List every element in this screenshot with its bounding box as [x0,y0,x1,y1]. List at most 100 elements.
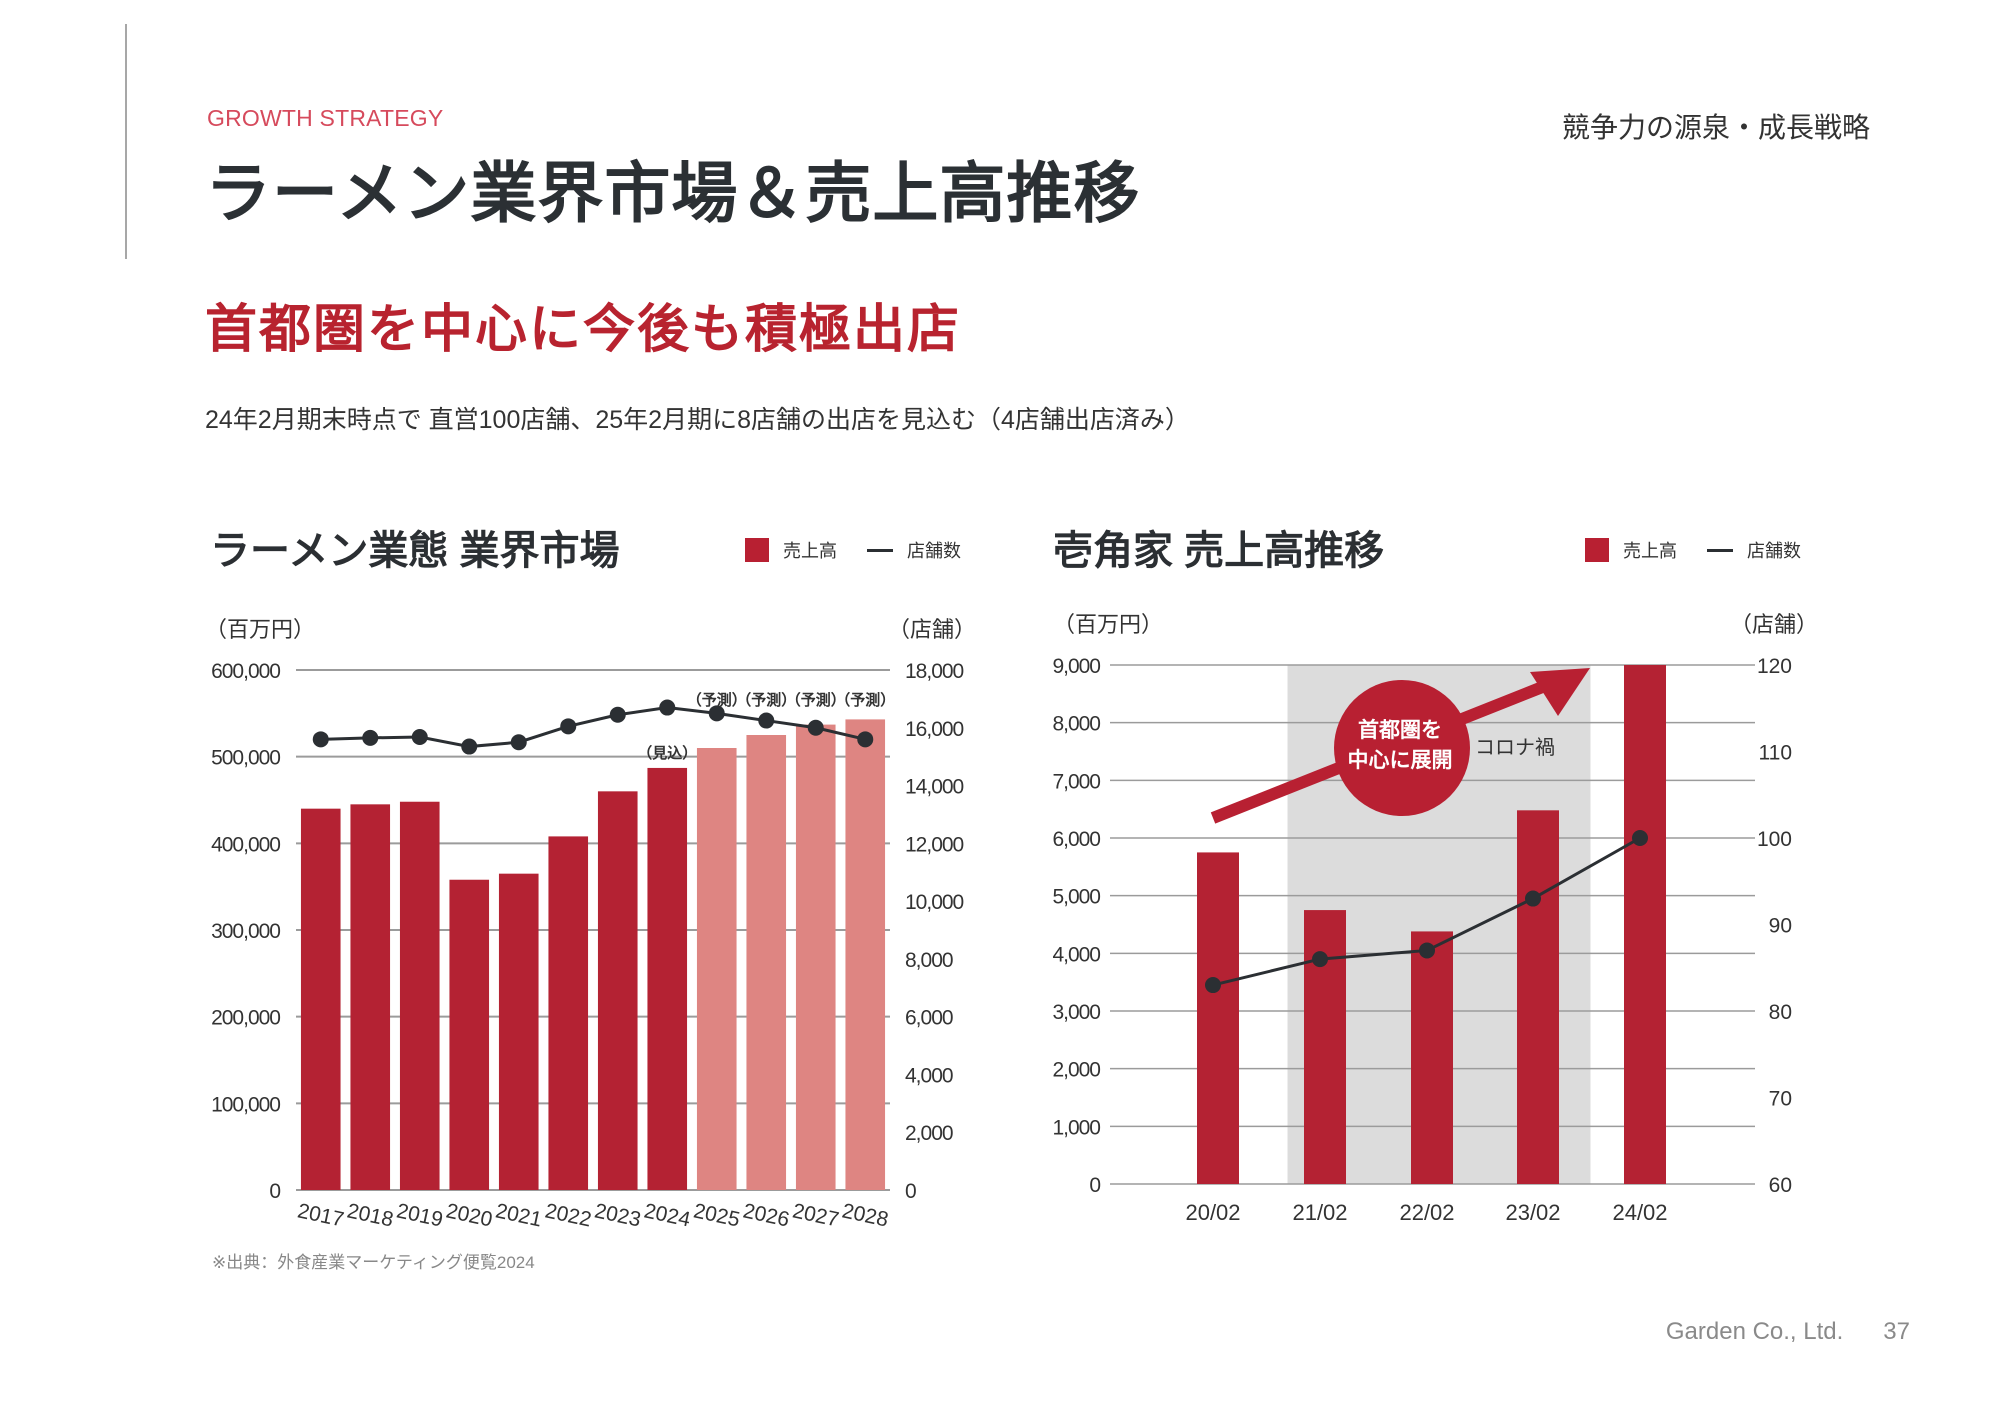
bar-2021 [498,873,539,1190]
store-count-point-2022 [560,718,577,735]
bar-annotation: （予測） [687,691,747,709]
right-axis-tick: 100 [1757,828,1792,851]
right-axis-tick: 110 [1759,742,1792,765]
x-axis-tick: 24/02 [1612,1200,1667,1225]
left-axis-tick: 5,000 [1052,886,1100,909]
store-count-point-2020 [461,738,478,755]
left-axis-tick: 2,000 [1052,1059,1100,1082]
bar-24/02 [1624,665,1666,1184]
store-count-point-2021 [510,734,527,751]
right-axis-tick: 70 [1769,1088,1792,1111]
right-axis-tick: 80 [1769,1001,1792,1024]
store-count-point-2028 [857,731,874,748]
store-count-point-23/02 [1525,890,1541,907]
right-axis-tick: 120 [1757,655,1792,678]
bar-23/02 [1517,810,1559,1184]
x-axis-tick: 2017 [295,1199,345,1231]
sales-left-unit: （百万円） [1053,612,1164,637]
legend-line-label: 店舗数 [907,541,961,561]
left-axis-tick: 0 [269,1180,280,1203]
x-axis-tick: 2027 [790,1199,840,1231]
right-axis-tick: 2,000 [905,1122,953,1145]
right-axis-tick: 18,000 [905,660,964,683]
legend-bar-label: 売上高 [783,541,837,561]
left-axis-tick: 1,000 [1052,1116,1100,1139]
x-axis-tick: 2026 [741,1199,791,1231]
store-count-point-2024 [659,699,676,716]
company-name: Garden Co., Ltd. [1665,1318,1844,1345]
x-axis-tick: 2018 [345,1199,395,1231]
store-count-point-2019 [411,729,428,746]
right-axis-tick: 8,000 [905,949,953,972]
left-axis-tick: 0 [1089,1174,1100,1197]
bar-2023 [597,791,638,1190]
bar-21/02 [1304,910,1346,1184]
bar-annotation: （予測） [736,691,796,709]
right-axis-tick: 16,000 [905,718,964,741]
market-chart-title: ラーメン業態 業界市場 [210,529,620,573]
x-axis-tick: 2022 [543,1199,593,1231]
left-axis-tick: 9,000 [1052,655,1100,678]
bar-22/02 [1411,931,1453,1184]
store-count-point-2026 [758,712,775,729]
x-axis-tick: 2020 [444,1199,494,1231]
left-axis-tick: 3,000 [1052,1001,1100,1024]
right-axis-tick: 6,000 [905,1007,953,1030]
market-left-unit: （百万円） [205,617,316,642]
right-axis-tick: 10,000 [905,891,964,914]
description-text: 24年2月期末時点で 直営100店舗、25年2月期に8店舗の出店を見込む（4店舗… [205,406,1190,434]
store-count-point-24/02 [1632,830,1648,846]
legend-bar-label: 売上高 [1623,541,1677,561]
market-chart-legend: 売上高 店舗数 [745,537,961,563]
left-axis-tick: 7,000 [1052,770,1100,793]
legend-bar-swatch [1585,538,1609,562]
bar-2022 [548,836,589,1190]
right-axis-tick: 60 [1769,1174,1792,1197]
x-axis-tick: 20/02 [1185,1200,1240,1225]
footer: Garden Co., Ltd. 37 [1666,1318,1910,1346]
store-count-point-20/02 [1205,977,1221,994]
left-axis-tick: 8,000 [1052,713,1100,736]
store-count-point-2023 [609,706,626,723]
section-kicker: GROWTH STRATEGY [207,105,444,131]
bar-2017 [300,808,341,1190]
right-axis-tick: 14,000 [905,776,964,799]
callout-text-line1: 首都圏を [1358,718,1442,742]
section-label: 競争力の源泉・成長戦略 [1561,112,1870,143]
left-axis-tick: 6,000 [1052,828,1100,851]
x-axis-tick: 2024 [642,1199,693,1231]
bar-2028 [845,719,886,1190]
bar-annotation: （見込） [637,744,697,762]
bar-2020 [449,879,490,1190]
right-axis-tick: 4,000 [905,1064,953,1087]
store-count-point-2018 [362,729,379,746]
bar-2027 [795,724,836,1190]
page-subtitle: 首都圏を中心に今後も積極出店 [205,301,962,359]
legend-line-swatch [867,548,893,552]
left-axis-tick: 100,000 [211,1093,280,1116]
bar-2024 [647,767,688,1190]
x-axis-tick: 2021 [493,1199,543,1231]
store-count-point-2025 [708,705,725,722]
legend-line-label: 店舗数 [1747,541,1801,561]
x-axis-tick: 21/02 [1292,1200,1347,1225]
callout-text-line2: 中心に展開 [1348,749,1453,772]
x-axis-tick: 2023 [592,1199,642,1231]
growth-arrow-head [1530,668,1590,716]
left-axis-tick: 400,000 [211,833,280,856]
bar-2019 [399,801,440,1190]
sales-chart-title: 壱角家 売上高推移 [1053,529,1385,573]
x-axis-tick: 22/02 [1399,1200,1454,1225]
bar-2026 [746,735,787,1190]
right-axis-tick: 90 [1769,915,1792,938]
legend-bar-swatch [745,538,769,562]
sales-chart-legend: 売上高 店舗数 [1585,537,1801,563]
left-axis-tick: 4,000 [1052,943,1100,966]
bar-annotation: （予測） [786,691,846,709]
bar-20/02 [1197,852,1239,1184]
bar-2018 [350,804,391,1190]
store-count-point-21/02 [1312,951,1328,968]
x-axis-tick: 2028 [840,1199,890,1231]
legend-line-swatch [1707,548,1733,552]
